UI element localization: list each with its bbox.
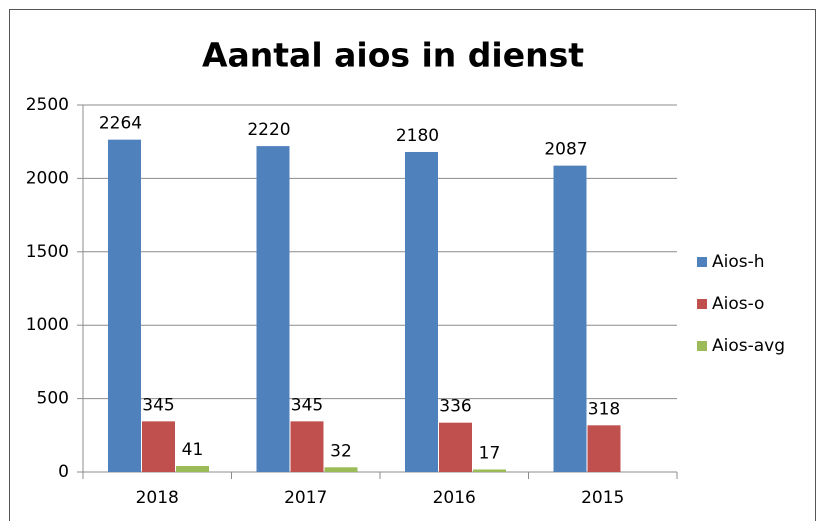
bar — [108, 139, 141, 472]
bar — [256, 146, 290, 472]
y-tick-label: 2500 — [26, 95, 69, 115]
y-tick-label: 2000 — [26, 168, 69, 188]
bar — [553, 165, 587, 472]
bar — [142, 421, 175, 472]
data-label: 2180 — [396, 126, 439, 146]
x-tick-label: 2016 — [433, 488, 476, 508]
data-label: 318 — [588, 399, 620, 419]
data-label: 2087 — [544, 140, 587, 160]
legend-swatch — [697, 299, 707, 309]
bar — [176, 465, 209, 472]
data-label: 345 — [291, 395, 323, 415]
data-label: 336 — [439, 397, 471, 417]
y-tick-label: 1500 — [26, 242, 69, 262]
x-tick-label: 2018 — [136, 488, 179, 508]
data-label: 345 — [142, 395, 174, 415]
bar — [324, 467, 358, 472]
legend-label: Aios-o — [712, 294, 764, 314]
y-tick-label: 0 — [58, 462, 69, 482]
chart-frame — [9, 9, 816, 521]
bar — [473, 469, 506, 472]
y-tick-label: 500 — [37, 389, 69, 409]
x-tick-label: 2015 — [581, 488, 624, 508]
x-tick-label: 2017 — [284, 488, 327, 508]
bar — [587, 425, 621, 472]
data-label: 32 — [330, 441, 352, 461]
bar — [439, 422, 472, 472]
data-label: 2264 — [99, 114, 142, 134]
chart-title: Aantal aios in dienst — [202, 36, 584, 75]
bar — [290, 421, 324, 472]
bar — [405, 151, 438, 472]
data-label: 17 — [479, 444, 501, 464]
legend-label: Aios-h — [712, 252, 765, 272]
legend-label: Aios-avg — [712, 336, 785, 356]
data-label: 41 — [182, 440, 204, 460]
data-label: 2220 — [247, 120, 290, 140]
y-tick-label: 1000 — [26, 315, 69, 335]
legend-swatch — [697, 257, 707, 267]
legend-swatch — [697, 341, 707, 351]
